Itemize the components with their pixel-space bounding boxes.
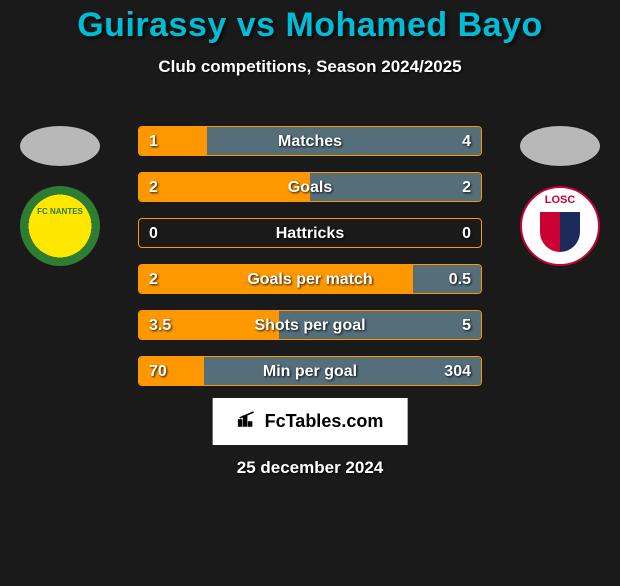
bar-label: Goals [139, 173, 481, 202]
date-text: 25 december 2024 [0, 458, 620, 478]
chart-icon [237, 410, 257, 433]
brand-text: FcTables.com [265, 411, 384, 432]
bar-label: Shots per goal [139, 311, 481, 340]
stat-bars-container: 14Matches 22Goals 00Hattricks 20.5Goals per… [138, 126, 482, 402]
comparison-title: Guirassy vs Mohamed Bayo [0, 6, 620, 45]
brand-footer: FcTables.com [213, 398, 408, 445]
infographic-root: Guirassy vs Mohamed Bayo Club competitio… [0, 6, 620, 586]
player-left-photo [20, 126, 100, 166]
stat-bar: 22Goals [138, 172, 482, 202]
stat-bar: 14Matches [138, 126, 482, 156]
stat-bar: 70304Min per goal [138, 356, 482, 386]
bar-label: Min per goal [139, 357, 481, 386]
bar-label: Hattricks [139, 219, 481, 248]
player-right-photo [520, 126, 600, 166]
comparison-subtitle: Club competitions, Season 2024/2025 [0, 57, 620, 77]
stat-bar: 3.55Shots per goal [138, 310, 482, 340]
club-badge-left [20, 186, 100, 266]
bar-label: Goals per match [139, 265, 481, 294]
club-badge-right [520, 186, 600, 266]
stat-bar: 20.5Goals per match [138, 264, 482, 294]
bar-label: Matches [139, 127, 481, 156]
stat-bar: 00Hattricks [138, 218, 482, 248]
